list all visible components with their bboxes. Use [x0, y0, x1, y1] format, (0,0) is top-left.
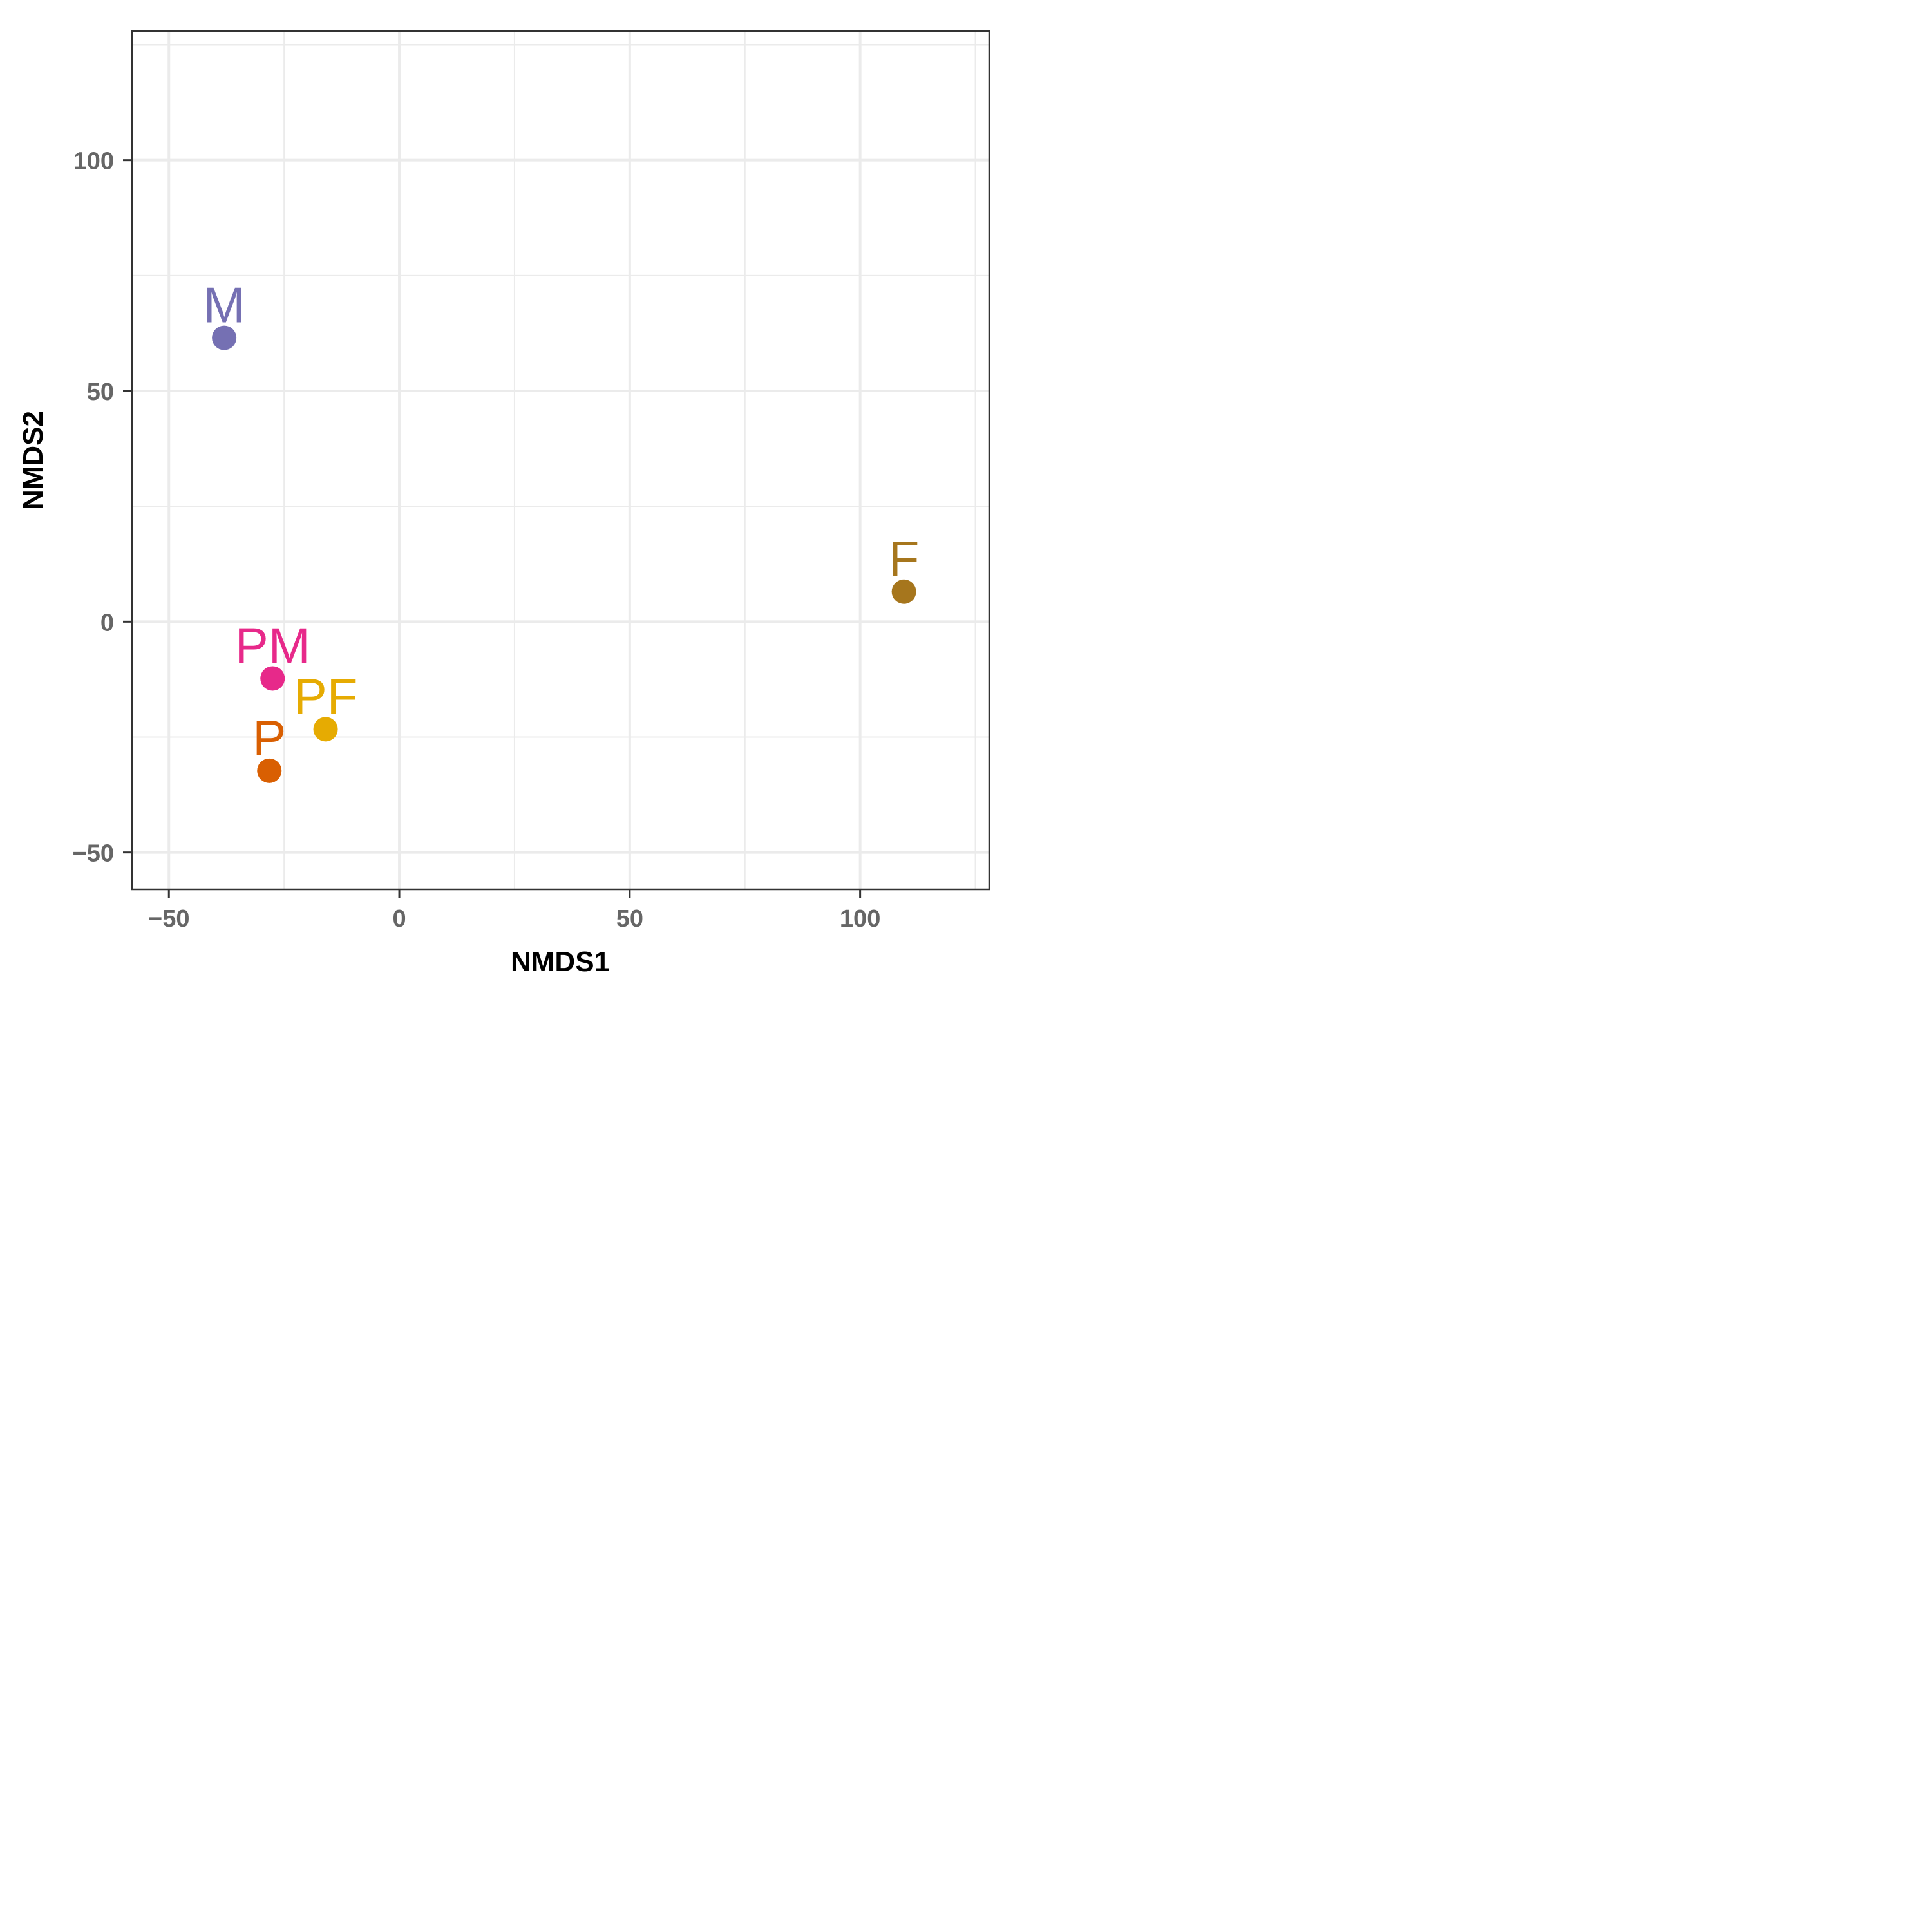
y-tick-label: 100 — [73, 148, 114, 175]
axis-ticks — [123, 159, 862, 898]
y-axis-title: NMDS2 — [17, 411, 49, 510]
point-label-m: M — [204, 277, 245, 334]
point-pf — [313, 717, 338, 742]
minor-gridlines — [132, 31, 989, 889]
x-tick-label: 100 — [840, 905, 880, 933]
x-tick-label: 0 — [392, 905, 406, 933]
point-label-pf: PF — [294, 668, 358, 724]
point-f — [891, 579, 916, 604]
x-axis-title: NMDS1 — [511, 946, 610, 978]
data-points — [212, 325, 916, 783]
y-tick-label: 50 — [87, 379, 114, 406]
y-tick-label: −50 — [73, 840, 114, 867]
x-tick-label: 50 — [616, 905, 643, 933]
point-m — [212, 325, 237, 350]
panel-border — [131, 30, 990, 891]
point-label-f: F — [889, 531, 920, 587]
x-axis-tick-labels: −50 0 50 100 — [148, 905, 880, 933]
x-tick-label: −50 — [148, 905, 189, 933]
y-tick-label: 0 — [100, 609, 114, 636]
panel-background — [132, 31, 989, 889]
point-p — [257, 758, 282, 783]
point-pm — [260, 666, 285, 691]
point-label-pm: PM — [235, 617, 310, 674]
y-axis-tick-labels: −50 0 50 100 — [73, 148, 114, 867]
point-label-p: P — [252, 710, 286, 766]
major-gridlines — [132, 31, 989, 889]
